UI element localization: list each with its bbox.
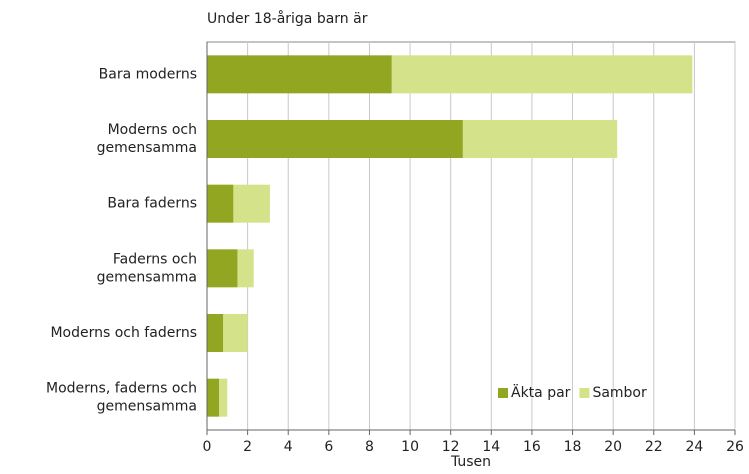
y-tick-label: Moderns, faderns och gemensamma — [46, 381, 197, 415]
x-tick-label: 16 — [523, 439, 541, 455]
legend-label: Äkta par — [511, 383, 571, 401]
bar-segment — [207, 249, 238, 288]
x-tick-label: 8 — [365, 439, 374, 455]
bar-segment — [391, 55, 693, 94]
bar-segment — [219, 378, 228, 417]
x-tick-label: 6 — [324, 439, 333, 455]
y-tick-label: Moderns och gemensamma — [97, 122, 197, 156]
x-tick-label: 22 — [645, 439, 663, 455]
bar-segment — [233, 184, 270, 223]
x-axis-label: Tusen — [450, 454, 491, 470]
chart-title: Under 18-åriga barn är — [207, 10, 368, 27]
plot-area — [206, 41, 736, 431]
bar-segment — [223, 314, 248, 352]
x-tick-label: 20 — [604, 439, 622, 455]
bar-segment — [462, 120, 618, 158]
x-tick-label: 4 — [284, 439, 293, 455]
x-tick-label: 26 — [726, 439, 744, 455]
x-tick-label: 10 — [401, 439, 419, 455]
bar-segment — [207, 184, 234, 223]
bar-segment — [207, 120, 463, 158]
y-tick-label: Faderns och gemensamma — [97, 251, 197, 285]
x-tick-label: 18 — [564, 439, 582, 455]
legend-label: Sambor — [592, 385, 647, 401]
legend-swatch — [579, 388, 590, 398]
y-tick-label: Moderns och faderns — [50, 325, 197, 341]
legend-swatch — [498, 388, 508, 398]
bar-segment — [207, 378, 220, 417]
x-tick-label: 2 — [243, 439, 252, 455]
y-tick-label: Bara moderns — [99, 66, 197, 82]
bar-segment — [207, 314, 224, 352]
x-tick-label: 24 — [685, 439, 703, 455]
x-tick-label: 0 — [203, 439, 212, 455]
bar-segment — [237, 249, 254, 288]
x-tick-label: 12 — [442, 439, 460, 455]
y-tick-label: Bara faderns — [107, 196, 197, 212]
bar-segment — [207, 55, 392, 94]
x-tick-label: 14 — [482, 439, 500, 455]
